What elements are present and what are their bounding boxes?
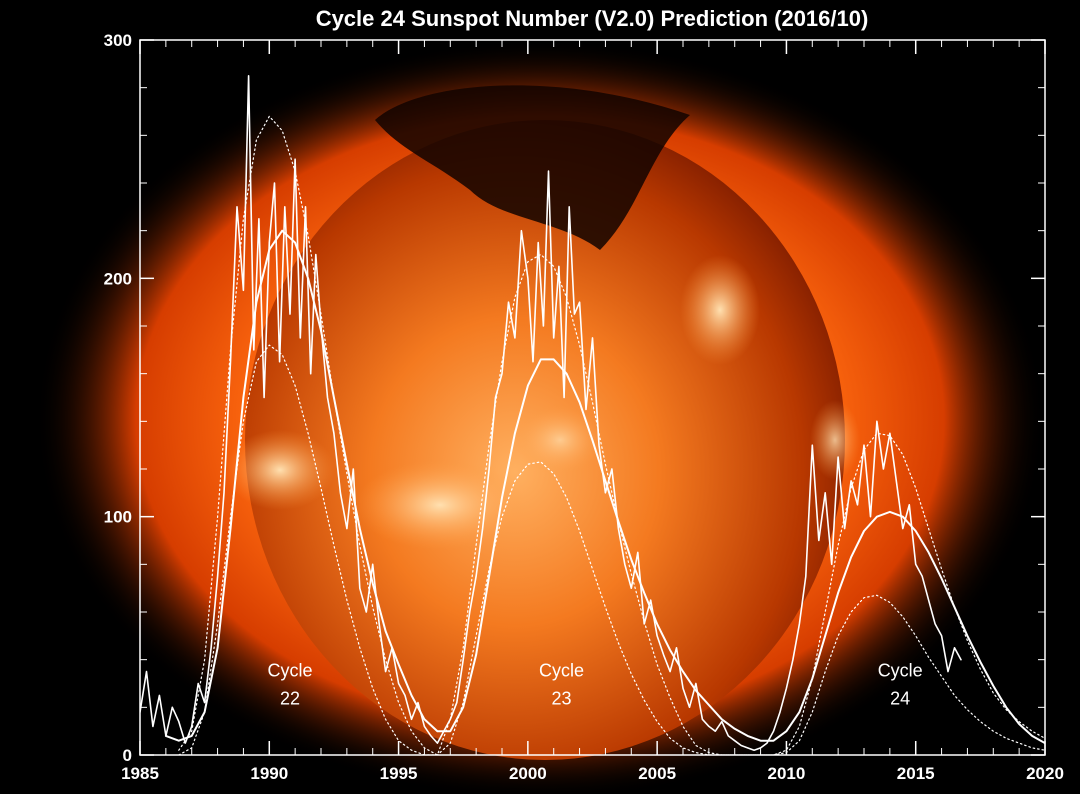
chart-title: Cycle 24 Sunspot Number (V2.0) Predictio… xyxy=(316,6,869,31)
x-tick-label: 2010 xyxy=(768,764,806,783)
y-tick-label: 300 xyxy=(104,31,132,50)
cycle-label-number: 24 xyxy=(890,688,910,708)
cycle-label-word: Cycle xyxy=(539,660,584,680)
y-tick-label: 200 xyxy=(104,269,132,288)
y-tick-labels: 0 100 200 300 xyxy=(104,31,132,765)
series-line-1 xyxy=(164,229,1045,745)
cycle-label-word: Cycle xyxy=(267,660,312,680)
active-region xyxy=(355,460,525,550)
plot-frame xyxy=(139,39,1046,756)
active-region xyxy=(225,430,335,510)
series-line-2 xyxy=(178,115,1045,755)
series-line-0 xyxy=(140,75,962,752)
x-tick-label: 1985 xyxy=(121,764,159,783)
x-tick-label: 2015 xyxy=(897,764,935,783)
x-tick-labels: 1985 1990 1995 2000 2005 2010 2015 2020 xyxy=(121,764,1064,783)
active-region xyxy=(515,405,605,475)
minor-ticks xyxy=(140,40,1045,755)
series-layer xyxy=(140,75,1045,755)
y-tick-label: 0 xyxy=(123,746,132,765)
series-line-3 xyxy=(178,344,1045,755)
x-tick-label: 1990 xyxy=(250,764,288,783)
coronal-hole xyxy=(375,85,690,251)
x-tick-label: 2005 xyxy=(638,764,676,783)
x-tick-label: 1995 xyxy=(380,764,418,783)
cycle-label-number: 22 xyxy=(280,688,300,708)
major-ticks xyxy=(139,39,1046,756)
active-region xyxy=(810,400,860,480)
cycle-label-word: Cycle xyxy=(878,660,923,680)
active-region xyxy=(680,255,760,365)
y-tick-label: 100 xyxy=(104,508,132,527)
x-tick-label: 2020 xyxy=(1026,764,1064,783)
x-tick-label: 2000 xyxy=(509,764,547,783)
cycle-label-number: 23 xyxy=(551,688,571,708)
cycle-annotations: Cycle 22 Cycle 23 Cycle 24 xyxy=(267,660,922,708)
